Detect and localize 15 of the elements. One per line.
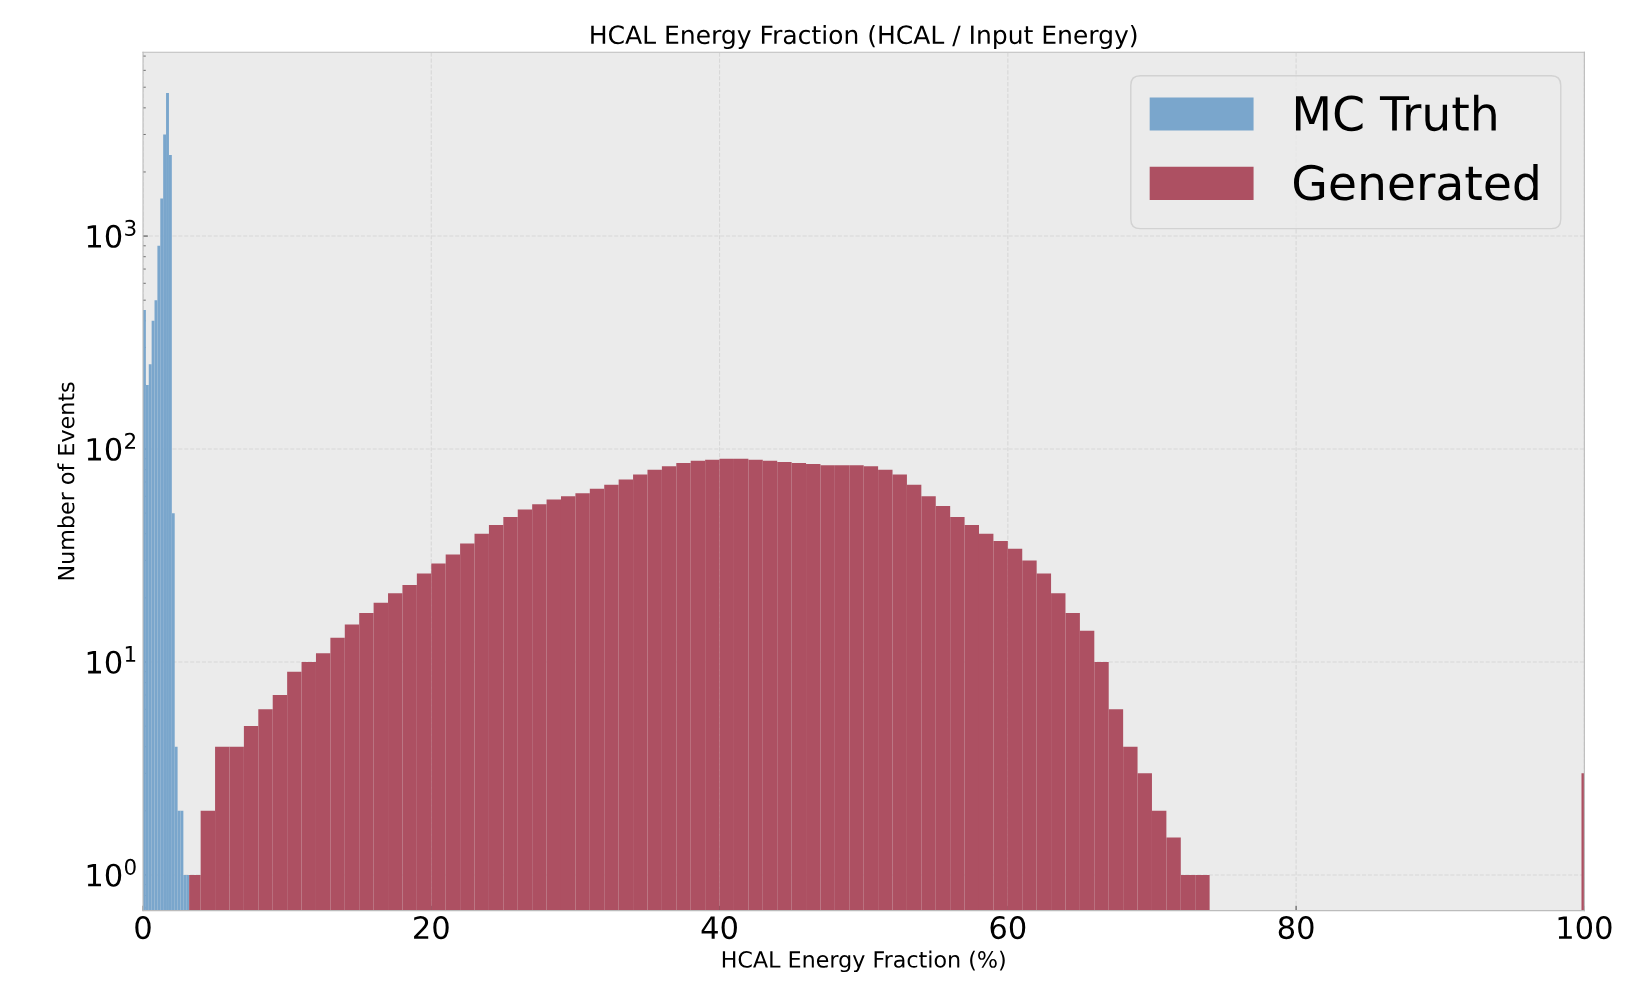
y-tick-label: 10$^{2}$ (87, 432, 135, 461)
y-tick-label: 10$^{3}$ (87, 219, 136, 248)
x-tick-label: 0 (135, 916, 151, 940)
y-axis-title: Number of Events (57, 382, 75, 580)
legend-label: MC Truth (1295, 94, 1496, 132)
y-tick-label: 10$^{0}$ (87, 858, 136, 887)
x-tick-label: 20 (414, 916, 449, 940)
legend-label: Generated (1294, 164, 1538, 201)
chart-title: HCAL Energy Fraction (HCAL / Input Energy) (591, 24, 1137, 50)
x-tick-label: 80 (1278, 916, 1314, 940)
y-tick-label: 10$^{1}$ (87, 646, 136, 674)
x-tick-label: 100 (1558, 916, 1612, 940)
x-tick-label: 40 (701, 916, 737, 940)
x-tick-label: 60 (990, 916, 1026, 940)
x-axis-title: HCAL Energy Fraction (%) (722, 950, 1005, 973)
